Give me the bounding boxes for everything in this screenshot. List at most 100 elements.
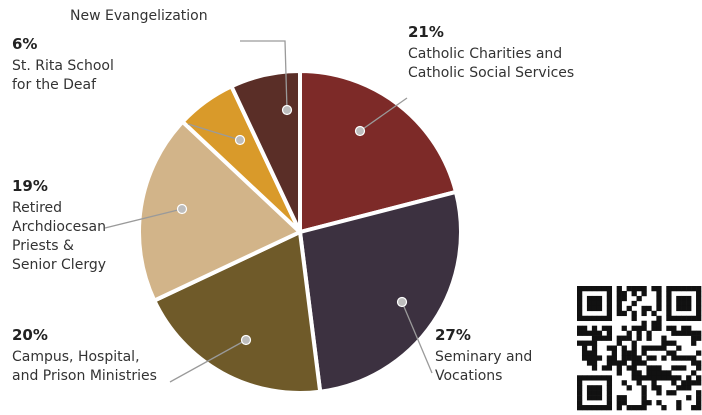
qr-module bbox=[646, 335, 652, 341]
qr-module bbox=[656, 385, 662, 391]
qr-module bbox=[591, 305, 598, 312]
qr-module bbox=[666, 315, 672, 322]
qr-module bbox=[671, 286, 677, 292]
leader-dot bbox=[234, 134, 246, 146]
qr-module bbox=[656, 286, 662, 292]
qr-module bbox=[666, 286, 672, 292]
qr-module bbox=[676, 400, 682, 406]
qr-module bbox=[666, 350, 672, 356]
qr-module bbox=[641, 320, 647, 326]
qr-module bbox=[621, 400, 627, 406]
qr-module bbox=[651, 380, 657, 386]
qr-module bbox=[616, 405, 622, 411]
qr-module bbox=[666, 305, 672, 312]
qr-module bbox=[581, 345, 588, 351]
qr-module bbox=[661, 405, 667, 411]
qr-module bbox=[631, 375, 637, 381]
qr-module bbox=[691, 335, 697, 341]
qr-module bbox=[646, 375, 652, 381]
qr-module bbox=[626, 355, 632, 361]
qr-module bbox=[626, 405, 632, 411]
qr-module bbox=[596, 335, 603, 341]
qr-module bbox=[596, 295, 603, 302]
qr-module bbox=[681, 355, 687, 361]
qr-module bbox=[591, 330, 598, 336]
leader-line bbox=[401, 301, 433, 374]
qr-module bbox=[611, 360, 617, 366]
qr-module bbox=[621, 295, 627, 302]
qr-module bbox=[636, 295, 642, 302]
leader-dot bbox=[281, 104, 293, 116]
qr-code bbox=[577, 286, 702, 411]
slice-percent-label: 27% bbox=[435, 326, 471, 344]
qr-module bbox=[611, 345, 617, 351]
pie-slice bbox=[298, 69, 458, 234]
slice-category-label: Seminary and bbox=[435, 349, 532, 365]
qr-module bbox=[691, 380, 697, 386]
pie-slice bbox=[152, 230, 323, 395]
qr-module bbox=[671, 380, 677, 386]
qr-module bbox=[577, 380, 583, 386]
qr-module bbox=[641, 405, 647, 411]
qr-module bbox=[691, 355, 697, 361]
qr-module bbox=[651, 370, 657, 376]
qr-module bbox=[686, 395, 692, 401]
qr-module bbox=[577, 340, 583, 346]
qr-module bbox=[621, 350, 627, 356]
qr-module bbox=[686, 385, 692, 391]
qr-module bbox=[651, 365, 657, 371]
qr-module bbox=[606, 405, 613, 411]
qr-module bbox=[596, 385, 603, 391]
qr-module bbox=[686, 286, 692, 292]
qr-module bbox=[671, 330, 677, 336]
qr-module bbox=[636, 375, 642, 381]
qr-module bbox=[676, 315, 682, 322]
qr-module bbox=[606, 295, 613, 302]
qr-module bbox=[671, 355, 677, 361]
qr-module bbox=[636, 380, 642, 386]
slice-category-label: Senior Clergy bbox=[12, 257, 106, 273]
qr-module bbox=[586, 330, 593, 336]
qr-module bbox=[606, 400, 613, 406]
qr-module bbox=[621, 335, 627, 341]
qr-module bbox=[681, 325, 687, 331]
qr-module bbox=[616, 310, 622, 317]
qr-module bbox=[586, 375, 593, 381]
qr-module bbox=[621, 310, 627, 317]
slice-labels: 21% Catholic Charities and Catholic Social… bbox=[12, 0, 574, 384]
qr-module bbox=[641, 395, 647, 401]
slice-percent-label: 20% bbox=[12, 326, 48, 344]
qr-module bbox=[606, 330, 613, 336]
qr-module bbox=[591, 360, 598, 366]
qr-module bbox=[666, 370, 672, 376]
qr-module bbox=[616, 365, 622, 371]
slice-category-label: Priests & bbox=[12, 238, 74, 254]
qr-module bbox=[616, 300, 622, 307]
qr-module bbox=[641, 305, 647, 312]
qr-module bbox=[601, 405, 608, 411]
qr-module bbox=[636, 405, 642, 411]
qr-module bbox=[611, 355, 617, 361]
qr-module bbox=[651, 345, 657, 351]
qr-module bbox=[611, 350, 617, 356]
leader-dot bbox=[354, 125, 366, 137]
qr-module bbox=[686, 355, 692, 361]
qr-module bbox=[681, 380, 687, 386]
qr-module bbox=[601, 325, 608, 331]
qr-module bbox=[631, 300, 637, 307]
qr-module bbox=[631, 350, 637, 356]
pie-slices bbox=[137, 69, 463, 395]
qr-module bbox=[696, 310, 702, 317]
qr-module bbox=[606, 395, 613, 401]
qr-module bbox=[691, 405, 697, 411]
qr-module bbox=[691, 360, 697, 366]
qr-module bbox=[696, 380, 702, 386]
qr-module bbox=[696, 395, 702, 401]
qr-module bbox=[641, 345, 647, 351]
qr-module bbox=[696, 295, 702, 302]
qr-module bbox=[616, 305, 622, 312]
slice-category-label: Campus, Hospital, bbox=[12, 349, 140, 365]
qr-module bbox=[586, 315, 593, 322]
slice-category-label: Catholic Social Services bbox=[408, 65, 574, 81]
